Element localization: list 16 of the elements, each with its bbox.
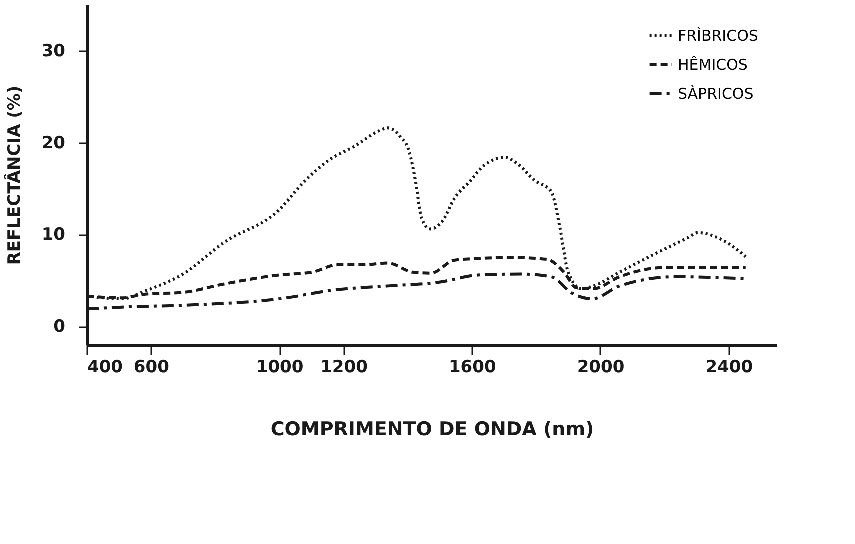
legend-label: SÀPRICOS xyxy=(678,85,754,103)
x-tick-label: 1200 xyxy=(320,358,368,378)
x-tick-label: 600 xyxy=(134,358,170,378)
y-tick-label: 10 xyxy=(42,225,66,246)
y-tick-label: 0 xyxy=(54,317,66,338)
x-axis-title: COMPRIMENTO DE ONDA (nm) xyxy=(270,418,594,440)
x-tick-label: 400 xyxy=(88,358,124,378)
x-tick-label: 2000 xyxy=(577,358,625,378)
y-axis-title: REFLECTÂNCIA (%) xyxy=(4,86,25,266)
x-tick-label: 2400 xyxy=(706,358,754,378)
x-tick-label: 1600 xyxy=(448,358,496,378)
legend-label: FRÌBRICOS xyxy=(678,27,758,45)
y-tick-label: 30 xyxy=(42,41,66,62)
legend-label: HÊMICOS xyxy=(678,56,748,74)
x-tick-label: 1000 xyxy=(256,358,304,378)
y-tick-label: 20 xyxy=(42,133,66,154)
